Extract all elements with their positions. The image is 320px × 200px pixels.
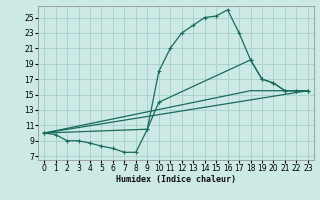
X-axis label: Humidex (Indice chaleur): Humidex (Indice chaleur) xyxy=(116,175,236,184)
